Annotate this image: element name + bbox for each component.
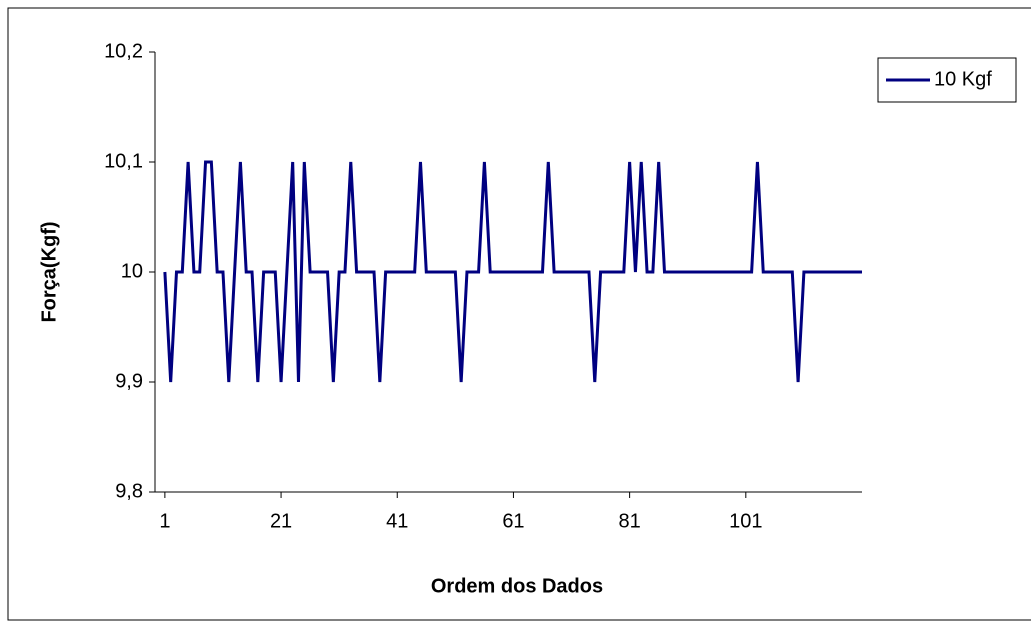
y-tick-label: 9,9 [115, 370, 143, 392]
x-tick-label: 61 [502, 510, 524, 532]
series-line [163, 160, 862, 383]
legend-label: 10 Kgf [934, 68, 992, 90]
x-tick-label: 81 [619, 510, 641, 532]
y-tick-label: 10,1 [104, 150, 143, 172]
y-tick-label: 10,2 [104, 40, 143, 62]
y-tick-label: 10 [121, 260, 143, 282]
y-axis-title: Força(Kgf) [38, 221, 60, 322]
y-tick-label: 9,8 [115, 480, 143, 502]
chart-border [7, 7, 1031, 621]
x-tick-label: 1 [159, 510, 170, 532]
x-axis-title: Ordem dos Dados [431, 575, 603, 597]
x-tick-label: 101 [729, 510, 762, 532]
x-tick-label: 21 [270, 510, 292, 532]
x-tick-label: 41 [386, 510, 408, 532]
